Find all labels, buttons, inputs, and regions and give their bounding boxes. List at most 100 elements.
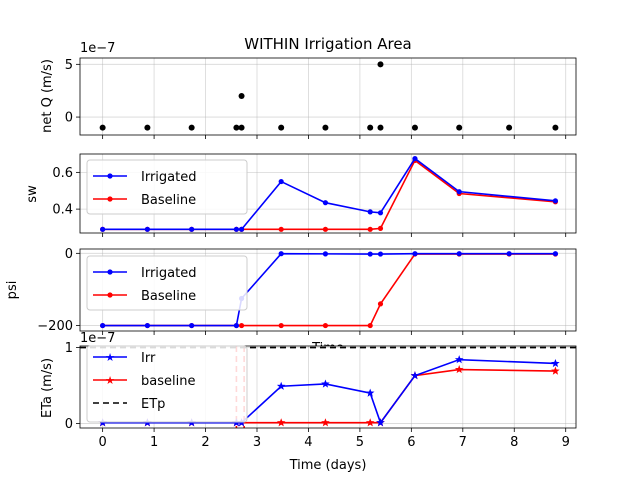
eta-irr-line: [102, 358, 556, 425]
sw-irrigated-point: [278, 178, 284, 185]
psi-marks: [100, 251, 559, 329]
panel-eta: 0 1 0 1 2 3 4 5 6 7 8 9 1e−7 ETa (m/s) ★ Irr ★ base…: [40, 331, 577, 473]
netq-point: [552, 124, 559, 131]
psi-irrigated-point: [100, 322, 106, 329]
eta-baseline-point: [454, 365, 464, 374]
psi-ylabel: psi: [5, 281, 20, 300]
eta-xtick-label: 8: [510, 435, 518, 450]
sw-irrigated-point: [456, 189, 462, 195]
psi-legend-box: [86, 255, 248, 311]
psi-irrigated-point: [412, 251, 418, 257]
netq-ylabel: net Q (m/s): [40, 59, 55, 133]
psi-legend-baseline-marker: [107, 292, 113, 298]
eta-xtick-label: 1: [150, 435, 158, 450]
sw-baseline-point: [278, 226, 284, 232]
eta-ylabel: ETa (m/s): [40, 358, 55, 418]
sw-legend-box: [86, 159, 248, 215]
psi-axes-frame: [79, 248, 577, 332]
sw-irrigated-line: [102, 157, 556, 231]
sw-marks: [100, 155, 559, 232]
psi-irrigated-point: [189, 322, 195, 329]
netq-point: [456, 124, 463, 131]
sw-legend-baseline-label: Baseline: [141, 193, 196, 208]
eta-baseline-point: [551, 366, 560, 375]
netq-point: [411, 124, 418, 131]
netq-marks: [99, 61, 559, 131]
netq-point: [188, 124, 195, 131]
eta-irr-point: [376, 418, 385, 427]
sw-axes-frame: [79, 153, 577, 234]
netq-point: [367, 124, 374, 131]
sw-ytick-label: 0.6: [52, 166, 73, 181]
netq-ytick-label: 5: [65, 58, 73, 73]
psi-irrigated-point: [144, 322, 151, 329]
eta-baseline-point: [321, 418, 330, 427]
psi-legend-irrigated-label: Irrigated: [141, 266, 196, 281]
psi-baseline-point: [322, 322, 329, 329]
eta-baseline-point: [365, 418, 375, 427]
netq-grid: [80, 58, 576, 135]
psi-irrigated-point: [322, 251, 329, 257]
netq-point: [278, 124, 285, 131]
eta-axes-frame: [79, 345, 577, 429]
psi-legend-irrigated-marker: [107, 269, 113, 275]
netq-point: [322, 124, 329, 131]
sw-irrigated-point: [238, 226, 245, 232]
sw-irrigated-point: [144, 226, 151, 232]
sw-baseline-point: [322, 226, 329, 232]
sw-irrigated-point: [322, 200, 329, 206]
eta-xtick-label: 4: [304, 435, 312, 450]
eta-xlabel: Time (days): [289, 458, 367, 473]
eta-ytick-label: 1: [65, 341, 73, 356]
eta-xtick-label: 9: [562, 435, 570, 450]
sw-baseline-point: [377, 225, 384, 232]
sw-baseline-point: [367, 226, 373, 232]
eta-irr-point: [276, 381, 286, 390]
sw-irrigated-point: [367, 209, 373, 215]
psi-irrigated-point: [233, 322, 240, 329]
panel-sw: 0.4 0.6 sw Irrigated Baseline: [25, 153, 577, 237]
sw-ytick-label: 0.4: [52, 203, 73, 218]
psi-irrigated-point: [377, 251, 384, 257]
figure-title: WITHIN Irrigation Area: [244, 35, 412, 53]
sw-legend: Irrigated Baseline: [86, 159, 248, 215]
eta-xtick-label: 6: [407, 435, 415, 450]
psi-irrigated-point: [506, 251, 512, 257]
netq-point: [377, 124, 384, 131]
eta-ticks: 0 1 0 1 2 3 4 5 6 7 8 9: [65, 341, 570, 450]
psi-legend-baseline-label: Baseline: [141, 289, 196, 304]
sw-irrigated-point: [100, 226, 106, 232]
psi-ytick-label: −200: [37, 319, 73, 334]
sw-ticks: 0.4 0.6: [52, 166, 567, 237]
psi-irrigated-point: [278, 251, 284, 257]
eta-legend-irr-label: Irr: [141, 351, 156, 366]
eta-legend-baseline-label: baseline: [141, 374, 195, 389]
sw-irrigated-point: [189, 226, 195, 232]
netq-point: [377, 61, 384, 68]
sw-legend-baseline-marker: [107, 196, 113, 202]
sw-irrigated-point: [377, 210, 384, 216]
eta-irr-point: [551, 358, 560, 368]
eta-offset-text: 1e−7: [80, 331, 115, 346]
sw-legend-irrigated-label: Irrigated: [141, 170, 196, 185]
eta-legend: ★ Irr ★ baseline ETp: [86, 345, 248, 423]
netq-axes-frame: [79, 57, 577, 136]
netq-point: [238, 124, 245, 131]
sw-irrigated-point: [233, 226, 240, 232]
netq-point: [144, 124, 151, 131]
netq-ticks: 05: [65, 58, 567, 139]
psi-baseline-point: [238, 322, 245, 329]
sw-legend-irrigated-marker: [107, 173, 113, 179]
psi-ticks: −200 0: [37, 247, 567, 335]
eta-irr-point: [454, 355, 464, 364]
psi-irrigated-point: [367, 251, 373, 257]
eta-xtick-label: 5: [356, 435, 364, 450]
netq-ytick-label: 0: [65, 111, 73, 126]
netq-point: [233, 124, 240, 131]
eta-irr-point: [321, 379, 330, 388]
eta-irr-point: [410, 371, 420, 380]
psi-legend: Irrigated Baseline: [86, 255, 248, 311]
eta-xtick-label: 7: [459, 435, 467, 450]
netq-point: [99, 124, 106, 131]
